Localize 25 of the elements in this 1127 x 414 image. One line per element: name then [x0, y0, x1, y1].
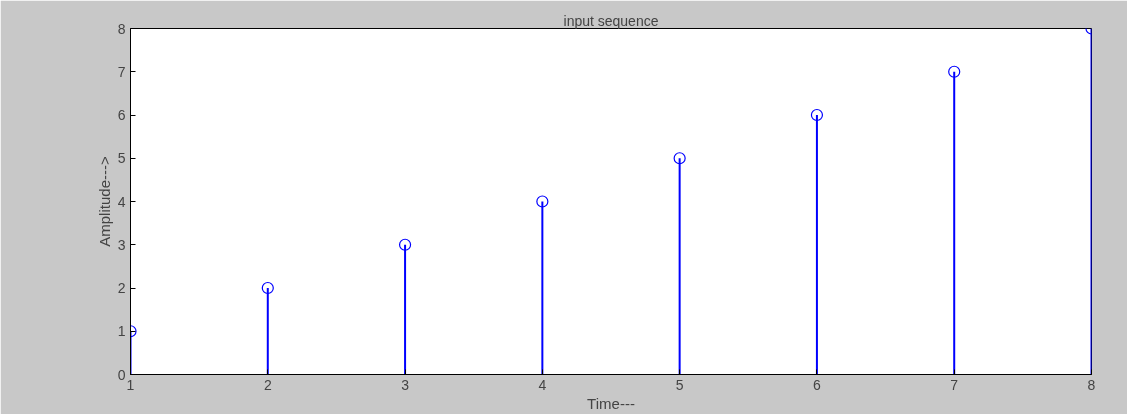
x-tick-label: 6	[813, 376, 822, 393]
x-tick-label: 7	[950, 376, 959, 393]
y-tick-label: 0	[117, 366, 126, 383]
y-tick-label: 8	[117, 20, 126, 37]
y-tick-label: 7	[117, 63, 126, 80]
y-axis-title: Amplitude--->	[95, 156, 113, 247]
x-tick-label: 4	[538, 376, 547, 393]
x-axis-title: Time---	[587, 394, 635, 412]
point	[948, 65, 961, 78]
point	[810, 108, 824, 122]
y-tick-label: 1	[117, 323, 126, 340]
y-tick-label: 6	[117, 107, 126, 123]
x-tick-label: 2	[263, 376, 272, 393]
point	[673, 152, 686, 165]
y-tick-label: 4	[117, 193, 126, 210]
x-tick-label: 8	[1087, 376, 1096, 393]
y-tick-label: 2	[117, 280, 126, 296]
chart-title: input sequence	[563, 12, 659, 29]
y-tick-label: 5	[117, 150, 126, 167]
point	[261, 281, 274, 295]
point	[536, 195, 549, 208]
x-tick-label: 5	[675, 376, 684, 393]
x-tick-label: 3	[401, 376, 410, 393]
point	[398, 238, 412, 251]
y-tick-label: 3	[117, 236, 126, 253]
